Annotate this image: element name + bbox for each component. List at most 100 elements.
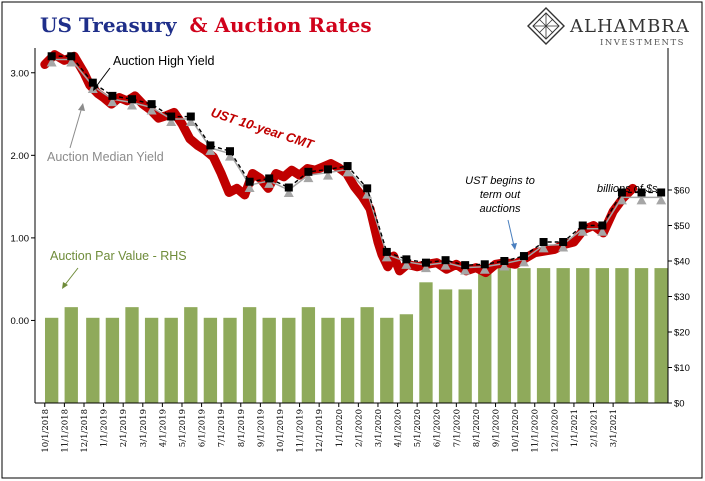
high-yield-point [500, 257, 509, 265]
high-yield-point [637, 188, 646, 197]
x-axis-tick-label: 7/1/2019 [217, 409, 227, 447]
high-yield-point [421, 258, 430, 267]
x-axis-tick-label: 6/1/2020 [433, 409, 443, 447]
median-yield-point [479, 264, 490, 274]
par-value-bar [44, 317, 59, 403]
median-yield-point [303, 173, 314, 183]
par-value-bar [184, 307, 198, 403]
par-value-bar [360, 307, 374, 403]
median-yield-point [244, 183, 255, 193]
x-axis-tick-label: 10/1/2019 [276, 409, 286, 453]
median-yield-point [440, 260, 451, 270]
x-axis-tick-label: 6/1/2019 [198, 409, 208, 447]
arrow-high-yield-head-icon [93, 84, 99, 91]
high-yield-point [245, 177, 254, 186]
arrow-median-yield-head-icon [78, 103, 85, 111]
par-value-bar [223, 317, 237, 403]
arrow-high-yield [94, 67, 111, 89]
par-value-bar [517, 268, 531, 403]
par-value-bars [44, 268, 668, 403]
median-yield-point [224, 151, 235, 161]
median-yield-point [127, 100, 138, 110]
annotation-billions: billions of $s [597, 183, 658, 195]
x-axis-tick-label: 3/1/2019 [139, 409, 149, 447]
high-yield-point [147, 100, 156, 109]
median-yield-point [577, 226, 588, 236]
median-yield-point [46, 57, 57, 67]
arrow-par-value [63, 267, 79, 287]
high-yield-point [323, 165, 332, 174]
median-yield-point [558, 242, 569, 252]
x-axis-tick-label: 8/1/2020 [472, 409, 482, 447]
par-value-bar [105, 317, 120, 403]
median-yield-point [636, 195, 647, 205]
par-value-bar [125, 307, 139, 403]
median-yield-point [185, 117, 196, 126]
chart-title: US Treasury & Auction Rates [40, 13, 372, 37]
par-value-bar [242, 307, 257, 403]
annotation-median-yield: Auction Median Yield [47, 150, 164, 164]
median-yield-point [66, 57, 77, 67]
par-value-bar [399, 314, 414, 403]
right-axis-tick-label: $40 [674, 257, 690, 268]
par-value-bar [478, 268, 492, 403]
par-value-bar [576, 268, 590, 403]
x-axis-tick-label: 10/1/2018 [41, 409, 51, 453]
par-value-bar [301, 307, 316, 403]
right-axis-tick-label: $30 [674, 292, 690, 303]
median-yield-point [420, 263, 431, 273]
median-yield-point [499, 261, 510, 271]
x-axis-tick-label: 4/1/2019 [158, 409, 168, 447]
logo-diamond-icon [527, 7, 565, 45]
high-yield-point [225, 147, 234, 156]
par-value-bar [458, 289, 472, 403]
high-yield-point [657, 188, 666, 197]
par-value-bar [615, 268, 629, 403]
x-axis-tick-label: 7/1/2020 [452, 409, 462, 447]
brand-name: ALHAMBRA [569, 16, 690, 37]
x-axis-tick-label: 11/1/2019 [296, 409, 306, 453]
x-axis-tick-label: 5/1/2020 [413, 409, 423, 447]
x-axis-tick-label: 2/1/2020 [354, 409, 364, 447]
median-yield-point [342, 167, 353, 177]
par-value-bar [203, 317, 218, 403]
high-yield-point [186, 112, 195, 121]
median-yield-point [362, 189, 373, 199]
par-value-bar [164, 317, 178, 403]
x-axis-tick-label: 1/1/2020 [335, 409, 345, 447]
high-yield-point [461, 261, 470, 270]
x-axis-tick-label: 11/1/2018 [60, 409, 70, 453]
annotation-high-yield: Auction High Yield [113, 54, 215, 68]
high-yield-point [617, 188, 626, 197]
x-axis-tick-label: 3/1/2020 [374, 409, 384, 447]
median-yield-point [205, 145, 216, 155]
brand-sub: INVESTMENTS [600, 38, 685, 48]
high-yield-point [167, 112, 176, 121]
high-yield-point [598, 221, 607, 230]
median-yield-point [87, 83, 98, 93]
x-axis-tick-label: 5/1/2019 [178, 409, 188, 447]
par-value-bar [595, 268, 610, 403]
arrow-ust-term-head-icon [511, 243, 517, 250]
par-value-bar [380, 317, 394, 403]
median-yield-point [616, 195, 627, 205]
high-yield-point [108, 91, 117, 100]
high-yield-point [206, 141, 215, 150]
par-value-bar [634, 268, 649, 403]
high-yield-point [343, 162, 352, 171]
par-value-bar [321, 317, 335, 403]
arrow-ust-term [507, 219, 515, 247]
par-value-bar [438, 289, 453, 403]
arrow-par-value-head-icon [62, 282, 68, 289]
right-axis-tick-label: $50 [674, 221, 690, 232]
median-yield-point [518, 257, 529, 267]
left-axis-tick-label: 0.00 [11, 316, 30, 327]
x-axis-tick-label: 8/1/2019 [237, 409, 247, 447]
median-yield-point [656, 195, 667, 205]
x-axis-tick-label: 9/1/2020 [492, 409, 502, 447]
left-axis-tick-label: 1.00 [11, 233, 30, 244]
annotation-par-value: Auction Par Value - RHS [50, 249, 187, 263]
x-axis-tick-label: 4/1/2020 [394, 409, 404, 447]
